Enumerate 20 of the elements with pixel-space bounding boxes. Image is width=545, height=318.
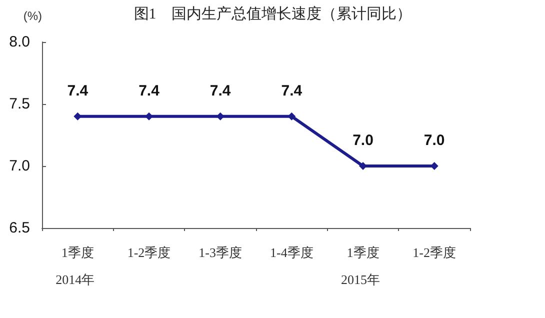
text: 6.5 — [9, 220, 30, 236]
data-label: 7.4 — [210, 82, 232, 100]
chart-title: 图1 国内生产总值增长速度（累计同比） — [134, 6, 412, 22]
y-axis-title: (%) — [23, 9, 42, 23]
text: 8.0 — [9, 34, 30, 50]
x-tick-label: 1季度 — [61, 245, 94, 260]
x-tick-label: 1-2季度 — [127, 245, 171, 260]
text: 7.5 — [9, 96, 30, 112]
data-label: 7.4 — [138, 82, 160, 100]
x-tick-label: 1-4季度 — [270, 245, 314, 260]
data-label: 7.0 — [352, 132, 374, 149]
data-label: 7.4 — [281, 82, 303, 100]
x-tick-label: 1季度 — [346, 245, 380, 260]
text: 2015年 — [341, 272, 380, 287]
data-label: 7.0 — [424, 132, 445, 149]
x-tick-label: 1-2季度 — [412, 245, 456, 260]
x-tick-label: 1-3季度 — [198, 245, 242, 260]
text: 2014年 — [56, 272, 95, 287]
text: 7.0 — [9, 158, 30, 174]
data-label: 7.4 — [67, 82, 89, 100]
